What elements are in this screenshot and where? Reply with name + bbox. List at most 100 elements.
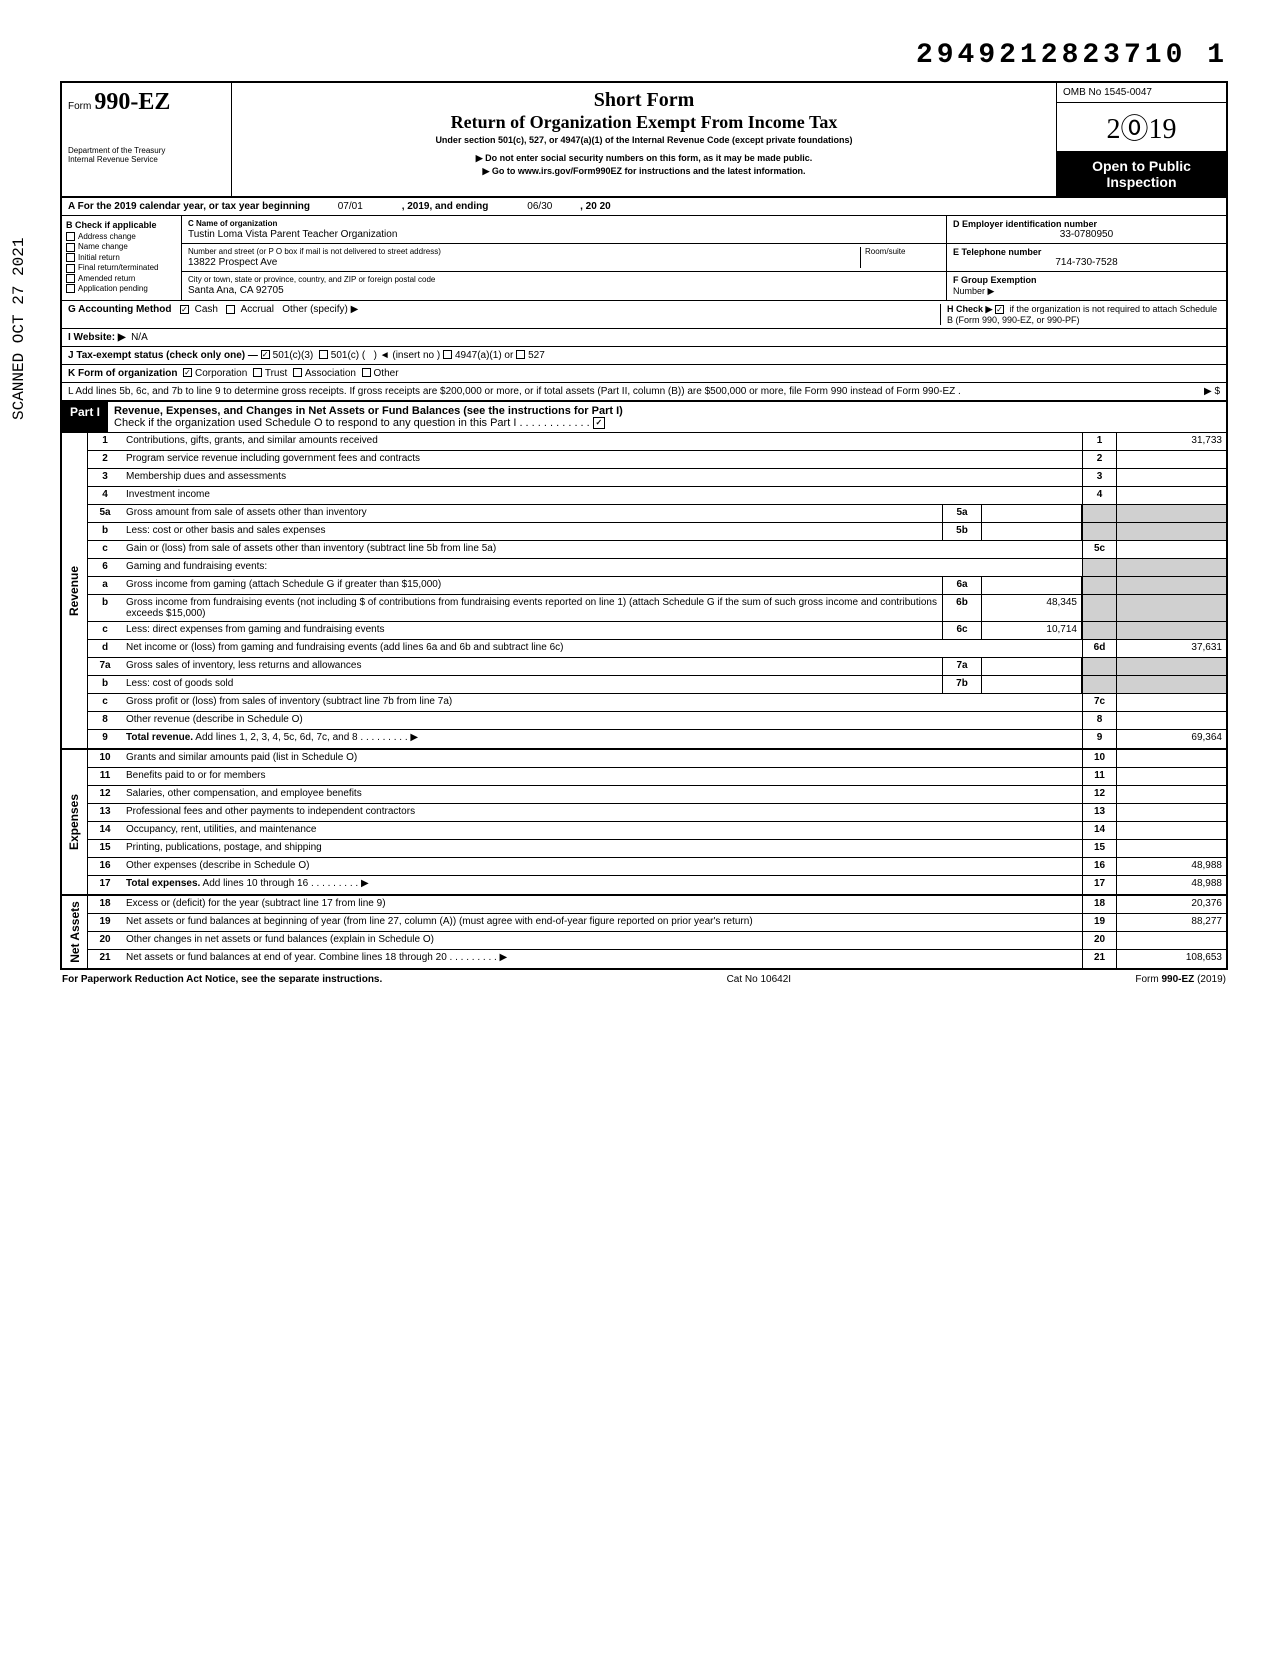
- line-number: 14: [88, 822, 122, 839]
- line-desc: Net assets or fund balances at end of ye…: [122, 950, 1082, 968]
- right-val: 37,631: [1116, 640, 1226, 657]
- lbl-trust: Trust: [265, 368, 287, 379]
- line-number: 7a: [88, 658, 122, 675]
- chk-schedule-o[interactable]: ✓: [593, 417, 605, 429]
- line-desc: Professional fees and other payments to …: [122, 804, 1082, 821]
- chk-name[interactable]: [66, 243, 75, 252]
- chk-amended[interactable]: [66, 274, 75, 283]
- line-number: 13: [88, 804, 122, 821]
- chk-4947[interactable]: [443, 350, 452, 359]
- right-val: 69,364: [1116, 730, 1226, 748]
- right-num: 1: [1082, 433, 1116, 450]
- chk-accrual[interactable]: [226, 305, 235, 314]
- line-number: 11: [88, 768, 122, 785]
- line-number: 2: [88, 451, 122, 468]
- right-num-shaded: [1082, 523, 1116, 540]
- open-public-2: Inspection: [1061, 174, 1222, 190]
- right-val-shaded: [1116, 658, 1226, 675]
- chk-other-org[interactable]: [362, 368, 371, 377]
- netassets-section: Net Assets 18Excess or (deficit) for the…: [62, 896, 1226, 968]
- row-a-end: 06/30: [527, 201, 552, 212]
- line-row: cLess: direct expenses from gaming and f…: [88, 622, 1226, 640]
- line-row: 5aGross amount from sale of assets other…: [88, 505, 1226, 523]
- line-number: 16: [88, 858, 122, 875]
- chk-cash[interactable]: ✓: [180, 305, 189, 314]
- footer-mid: Cat No 10642I: [727, 974, 792, 985]
- c-city-label: City or town, state or province, country…: [188, 275, 940, 284]
- line-number: 4: [88, 487, 122, 504]
- right-num: 3: [1082, 469, 1116, 486]
- expenses-side: Expenses: [62, 750, 88, 894]
- right-val: [1116, 786, 1226, 803]
- lbl-other-org: Other: [374, 368, 399, 379]
- line-row: bLess: cost or other basis and sales exp…: [88, 523, 1226, 541]
- year-box: 2⓪19: [1057, 103, 1226, 152]
- line-desc: Total revenue. Add lines 1, 2, 3, 4, 5c,…: [122, 730, 1082, 748]
- phone: 714-730-7528: [953, 257, 1220, 268]
- chk-trust[interactable]: [253, 368, 262, 377]
- i-label: I Website: ▶: [68, 332, 126, 343]
- block-bcdef: B Check if applicable Address change Nam…: [62, 216, 1226, 301]
- right-val: 108,653: [1116, 950, 1226, 968]
- chk-pending[interactable]: [66, 284, 75, 293]
- line-desc: Gross sales of inventory, less returns a…: [122, 658, 942, 675]
- ein: 33-0780950: [953, 229, 1220, 240]
- chk-final[interactable]: [66, 264, 75, 273]
- line-number: 12: [88, 786, 122, 803]
- mid-num: 5a: [942, 505, 982, 522]
- col-b-header: B Check if applicable: [66, 220, 177, 230]
- right-num: 17: [1082, 876, 1116, 894]
- chk-527[interactable]: [516, 350, 525, 359]
- line-row: 14Occupancy, rent, utilities, and mainte…: [88, 822, 1226, 840]
- line-row: 9Total revenue. Add lines 1, 2, 3, 4, 5c…: [88, 730, 1226, 748]
- l-text: L Add lines 5b, 6c, and 7b to line 9 to …: [68, 386, 1140, 397]
- omb-number: OMB No 1545-0047: [1057, 83, 1226, 103]
- line-desc: Contributions, gifts, grants, and simila…: [122, 433, 1082, 450]
- right-val-shaded: [1116, 676, 1226, 693]
- line-desc: Other expenses (describe in Schedule O): [122, 858, 1082, 875]
- row-a-begin: 07/01: [338, 201, 363, 212]
- h-label: H Check ▶: [947, 304, 992, 314]
- line-desc: Gaming and fundraising events:: [122, 559, 1082, 576]
- line-row: 6Gaming and fundraising events:: [88, 559, 1226, 577]
- tax-year: 2⓪19: [1106, 114, 1176, 145]
- mid-num: 6c: [942, 622, 982, 639]
- netassets-body: 18Excess or (deficit) for the year (subt…: [88, 896, 1226, 968]
- footer: For Paperwork Reduction Act Notice, see …: [60, 970, 1228, 989]
- line-number: 1: [88, 433, 122, 450]
- line-row: 3Membership dues and assessments3: [88, 469, 1226, 487]
- chk-501c[interactable]: [319, 350, 328, 359]
- chk-assoc[interactable]: [293, 368, 302, 377]
- col-de: D Employer identification number 33-0780…: [946, 216, 1226, 300]
- lbl-initial: Initial return: [78, 253, 120, 262]
- line-number: 8: [88, 712, 122, 729]
- chk-h[interactable]: ✓: [995, 305, 1004, 314]
- right-val-shaded: [1116, 559, 1226, 576]
- chk-initial[interactable]: [66, 253, 75, 262]
- right-num: 20: [1082, 932, 1116, 949]
- org-street: 13822 Prospect Ave: [188, 257, 860, 268]
- line-row: cGross profit or (loss) from sales of in…: [88, 694, 1226, 712]
- lbl-corp: Corporation: [195, 368, 247, 379]
- mid-val: [982, 523, 1082, 540]
- line-row: 11Benefits paid to or for members11: [88, 768, 1226, 786]
- expenses-body: 10Grants and similar amounts paid (list …: [88, 750, 1226, 894]
- mid-val: 48,345: [982, 595, 1082, 621]
- lbl-other-method: Other (specify) ▶: [282, 304, 358, 315]
- chk-501c3[interactable]: ✓: [261, 350, 270, 359]
- part1-label: Part I: [62, 402, 108, 432]
- header-center: Short Form Return of Organization Exempt…: [232, 83, 1056, 196]
- line-row: 17Total expenses. Add lines 10 through 1…: [88, 876, 1226, 894]
- right-val-shaded: [1116, 523, 1226, 540]
- line-row: dNet income or (loss) from gaming and fu…: [88, 640, 1226, 658]
- right-val: [1116, 932, 1226, 949]
- row-a-tax-year: A For the 2019 calendar year, or tax yea…: [62, 198, 1226, 216]
- chk-corp[interactable]: ✓: [183, 368, 192, 377]
- chk-address[interactable]: [66, 232, 75, 241]
- line-number: b: [88, 595, 122, 621]
- line-number: c: [88, 622, 122, 639]
- f-label2: Number ▶: [953, 286, 994, 296]
- line-desc: Net income or (loss) from gaming and fun…: [122, 640, 1082, 657]
- line-number: 17: [88, 876, 122, 894]
- i-val: N/A: [131, 332, 148, 343]
